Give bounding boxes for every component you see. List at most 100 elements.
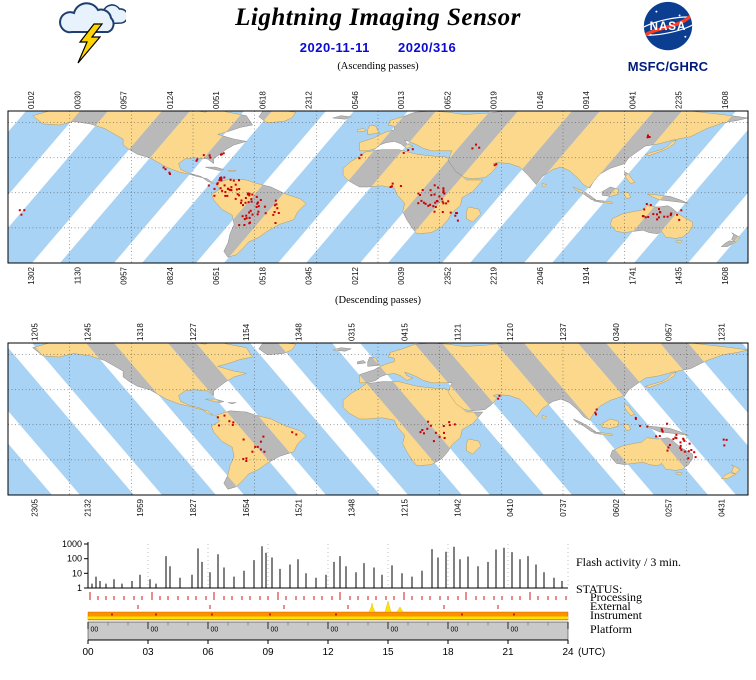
graticule — [8, 111, 748, 263]
lightning-bolt — [77, 23, 104, 64]
pass-time-label-top: 1210 — [506, 323, 515, 341]
pass-time-label-bottom: 0651 — [212, 266, 221, 284]
pass-time-label-top: 1154 — [242, 323, 251, 341]
pass-time-label-top: 0618 — [258, 91, 267, 109]
pass-time-label-top: 2235 — [675, 91, 684, 109]
pass-time-label-bottom: 0518 — [258, 266, 267, 284]
pass-time-label-bottom: 0431 — [718, 498, 727, 516]
page-header: Lightning Imaging Sensor 2020-11-11 2020… — [0, 0, 756, 78]
x-axis-label: 18 — [442, 647, 454, 658]
pass-time-label-top: 1245 — [83, 323, 92, 341]
platform-tick-label: 00 — [151, 627, 159, 634]
pass-time-label-bottom: 1130 — [73, 266, 82, 284]
pass-time-label-top: 1348 — [295, 323, 304, 341]
pass-time-label-bottom: 0345 — [305, 266, 314, 284]
instrument-status-bar — [87, 600, 569, 621]
pass-time-label-bottom: 1654 — [242, 498, 251, 516]
pass-time-label-top: 1318 — [136, 323, 145, 341]
platform-tick-label: 00 — [271, 627, 279, 634]
pass-time-label-bottom: 1302 — [27, 266, 36, 284]
platform-tick-label: 00 — [451, 627, 459, 634]
y-axis-label: 1000 — [62, 539, 82, 549]
pass-time-label-bottom: 1348 — [348, 498, 357, 516]
x-axis-label: 12 — [322, 647, 334, 658]
lightning-flash-dots — [216, 394, 728, 462]
status-row-label-instrument: Instrument — [590, 608, 643, 622]
platform-tick-label: 00 — [331, 627, 339, 634]
pass-time-label-top: 0957 — [120, 91, 129, 109]
pass-time-label-top: 0957 — [665, 323, 674, 341]
org-label: MSFC/GHRC — [627, 59, 709, 74]
pass-time-label-bottom: 1215 — [400, 498, 409, 516]
pass-time-label-top: 0041 — [628, 91, 637, 109]
flash-activity-svg: 1000 100 10 1 Flash activity / 3 min. STATUS:… — [62, 539, 681, 658]
status-row-label-processing: Processing — [590, 590, 642, 604]
platform-tick-label: 00 — [211, 627, 219, 634]
pass-time-label-top: 0340 — [612, 323, 621, 341]
nasa-logo: NASA — [643, 1, 693, 51]
page-title: Lightning Imaging Sensor — [235, 4, 521, 31]
date-doy: 2020/316 — [397, 40, 457, 55]
date-iso: 2020-11-11 — [299, 40, 370, 55]
pass-time-label-bottom: 1741 — [628, 266, 637, 284]
desc-map-svg: 1205 1245 1318 1227 1154 1348 0315 0415 1121 1210… — [7, 323, 749, 517]
nasa-branding: NASA MSFC/GHRC — [620, 0, 716, 74]
platform-tick-label: 00 — [391, 627, 399, 634]
x-axis-label: 06 — [202, 647, 214, 658]
pass-time-label-top: 0652 — [443, 91, 452, 109]
x-axis-label: 00 — [82, 647, 94, 658]
x-axis-label: 24 — [562, 647, 574, 658]
pass-time-label-bottom: 0737 — [559, 498, 568, 516]
pass-time-label-bottom: 0410 — [506, 498, 515, 516]
x-axis-unit: (UTC) — [578, 647, 605, 658]
pass-time-label-bottom: 0957 — [120, 266, 129, 284]
platform-status-bar: 00 00 00 00 00 00 00 00 — [87, 621, 569, 641]
y-axis-label: 10 — [72, 568, 82, 578]
asc-map-svg: 0102 0030 0957 0124 0051 0618 2312 0546 0013 0652… — [7, 91, 749, 285]
external-status-marks — [137, 603, 499, 609]
pass-time-label-bottom: 1608 — [721, 266, 730, 284]
pass-time-label-top: 0013 — [397, 91, 406, 109]
x-axis-label: 15 — [382, 647, 394, 658]
x-axis-label: 21 — [502, 647, 514, 658]
x-axis-label: 09 — [262, 647, 274, 658]
pass-time-label-bottom: 0257 — [665, 498, 674, 516]
map-frame — [7, 110, 749, 264]
flash-spikes — [91, 546, 563, 588]
pass-time-label-bottom: 0039 — [397, 266, 406, 284]
pass-time-label-bottom: 0824 — [166, 266, 175, 284]
pass-time-label-top: 1121 — [453, 323, 462, 341]
pass-time-label-top: 0124 — [166, 91, 175, 109]
nasa-logo-text: NASA — [650, 21, 687, 33]
ascending-caption: (Ascending passes) — [337, 61, 419, 72]
pass-time-label-bottom: 1959 — [136, 498, 145, 516]
lightning-flash-dots — [18, 134, 683, 227]
pass-time-label-bottom: 2132 — [83, 498, 92, 516]
pass-time-label-bottom: 0602 — [612, 498, 621, 516]
pass-time-label-top: 0019 — [490, 91, 499, 109]
pass-time-label-top: 0315 — [348, 323, 357, 341]
pass-time-label-top: 0546 — [351, 91, 360, 109]
y-axis-label: 100 — [67, 554, 82, 564]
x-axis-label: 03 — [142, 647, 154, 658]
pass-time-label-top: 0030 — [73, 91, 82, 109]
pass-time-label-top: 2312 — [305, 91, 314, 109]
pass-time-label-bottom: 2046 — [536, 266, 545, 284]
graticule — [8, 343, 748, 495]
pass-time-label-bottom: 1827 — [189, 498, 198, 516]
y-axis-label: 1 — [77, 583, 82, 593]
pass-time-label-bottom: 2219 — [490, 266, 499, 284]
pass-time-label-top: 0914 — [582, 91, 591, 109]
pass-time-label-bottom: 2352 — [443, 266, 452, 284]
nasa-swoosh — [643, 11, 693, 39]
pass-time-label-bottom: 1521 — [295, 498, 304, 516]
status-row-label-external: External — [590, 599, 631, 613]
pass-time-label-top: 0415 — [400, 323, 409, 341]
pass-time-label-top: 1231 — [718, 323, 727, 341]
pass-time-label-bottom: 1914 — [582, 266, 591, 284]
pass-time-label-bottom: 1435 — [675, 266, 684, 284]
pass-time-label-top: 1205 — [30, 323, 39, 341]
pass-time-label-top: 1227 — [189, 323, 198, 341]
pass-time-label-bottom: 1042 — [453, 498, 462, 516]
pass-time-label-top: 0102 — [27, 91, 36, 109]
